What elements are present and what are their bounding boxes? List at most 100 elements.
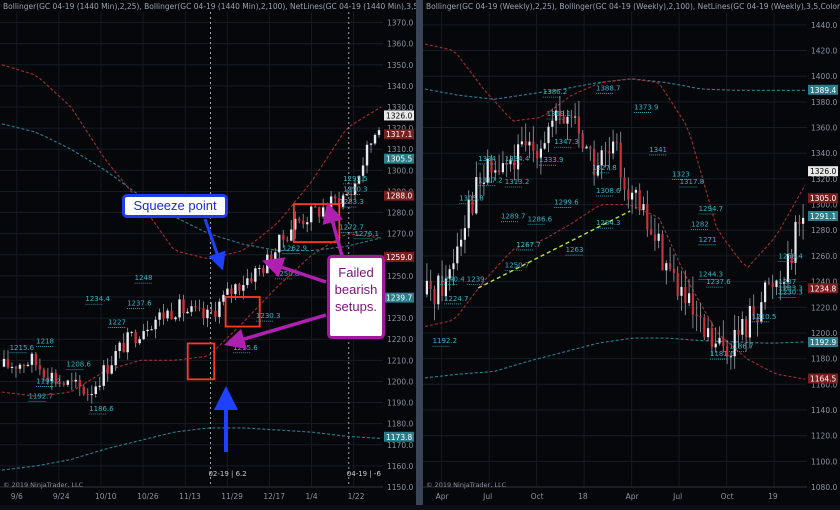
daily-candle bbox=[70, 380, 74, 382]
daily-candle bbox=[58, 382, 62, 384]
daily-candle bbox=[114, 351, 117, 366]
weekly-candle bbox=[707, 328, 710, 338]
weekly-price-tag-bg bbox=[808, 210, 838, 221]
daily-level-label: 1272.7 bbox=[339, 223, 364, 231]
weekly-candle bbox=[688, 293, 691, 304]
daily-x-tick-label: 1/4 bbox=[306, 492, 318, 501]
weekly-candle bbox=[600, 150, 603, 166]
failed-bearish-setups-callout: Failed bearish setups. bbox=[327, 255, 385, 339]
weekly-chart-panel[interactable]: 1440.0 1420.0 1400.0 1380.0 1360.0 1340.0 1320… bbox=[423, 0, 840, 505]
weekly-level-label: 1239 bbox=[467, 276, 485, 284]
daily-level-label: 1237.6 bbox=[127, 299, 152, 307]
weekly-level-label: 1369.1 bbox=[547, 110, 572, 118]
weekly-price-tag: 1389.4 bbox=[810, 86, 836, 95]
weekly-level-label: 1230.3 bbox=[778, 288, 803, 296]
weekly-y-tick-label: 1340.0 bbox=[811, 149, 837, 158]
daily-x-tick-label: 10/10 bbox=[95, 492, 117, 501]
daily-x-tick-label: 11/29 bbox=[221, 492, 243, 501]
daily-candle bbox=[46, 377, 50, 382]
daily-candle bbox=[174, 317, 177, 320]
weekly-candle bbox=[475, 177, 478, 214]
weekly-level-label: 1317.8 bbox=[680, 178, 705, 186]
daily-y-tick-label: 1170.0 bbox=[387, 441, 413, 450]
daily-candle bbox=[234, 284, 237, 295]
weekly-y-tick-label: 1280.0 bbox=[811, 226, 837, 235]
weekly-price-tag-bg bbox=[808, 193, 838, 204]
weekly-bollinger-25-lower bbox=[424, 204, 806, 380]
daily-candle bbox=[54, 372, 58, 383]
weekly-chart[interactable]: 1440.0 1420.0 1400.0 1380.0 1360.0 1340.0 1320… bbox=[423, 0, 840, 505]
daily-candle bbox=[309, 206, 313, 223]
daily-chart[interactable]: 1370.0 1360.0 1350.0 1340.0 1330.0 1320.0 1310… bbox=[0, 0, 416, 505]
daily-time-marker-label: 04-19 | -6 bbox=[347, 470, 382, 478]
weekly-candle bbox=[479, 177, 482, 184]
daily-candle bbox=[202, 307, 205, 319]
weekly-price-tag-bg bbox=[808, 84, 838, 95]
daily-chart-copyright: © 2019 NinjaTrader, LLC bbox=[3, 481, 84, 489]
weekly-candle bbox=[471, 199, 474, 214]
daily-x-tick-label: 12/17 bbox=[263, 492, 285, 501]
daily-y-tick-label: 1280.0 bbox=[387, 209, 413, 218]
daily-candle bbox=[78, 379, 81, 387]
weekly-candle bbox=[764, 282, 767, 303]
daily-price-tag: 1259.0 bbox=[386, 253, 412, 262]
weekly-level-label: 1210.5 bbox=[752, 313, 777, 321]
daily-candle bbox=[186, 311, 189, 314]
daily-candle bbox=[142, 331, 145, 340]
weekly-y-tick-label: 1100.0 bbox=[811, 457, 837, 466]
weekly-candle bbox=[505, 163, 508, 165]
weekly-level-label: 1388.7 bbox=[596, 84, 621, 92]
weekly-price-tag-bg bbox=[808, 283, 838, 294]
daily-candle bbox=[345, 194, 349, 196]
weekly-price-tag: 1192.9 bbox=[810, 338, 836, 347]
weekly-y-tick-label: 1440.0 bbox=[811, 21, 837, 30]
weekly-candle bbox=[562, 116, 565, 124]
daily-candle bbox=[90, 394, 93, 396]
weekly-x-tick-label: Jul bbox=[672, 492, 682, 501]
weekly-candle bbox=[802, 217, 805, 224]
weekly-candle bbox=[726, 346, 729, 357]
weekly-x-tick-label: Apr bbox=[436, 492, 450, 501]
weekly-y-tick-label: 1260.0 bbox=[811, 252, 837, 261]
weekly-level-label: 1334 bbox=[478, 155, 496, 163]
weekly-price-tag: 1326.0 bbox=[810, 167, 836, 176]
weekly-candle bbox=[604, 150, 607, 152]
daily-price-tag-bg bbox=[384, 153, 414, 164]
weekly-candle bbox=[532, 141, 535, 151]
daily-y-tick-label: 1220.0 bbox=[387, 335, 413, 344]
weekly-candle bbox=[437, 275, 440, 305]
daily-candle bbox=[126, 332, 129, 353]
daily-y-tick-label: 1370.0 bbox=[387, 19, 413, 28]
weekly-chart-copyright: © 2019 NinjaTrader, LLC bbox=[426, 481, 507, 489]
daily-level-label: 1218 bbox=[36, 337, 54, 345]
weekly-candle bbox=[593, 148, 596, 176]
daily-candle bbox=[146, 329, 149, 332]
daily-candle bbox=[373, 134, 377, 144]
daily-candle bbox=[130, 331, 133, 333]
weekly-candle bbox=[642, 204, 645, 211]
weekly-level-label: 1289.7 bbox=[501, 213, 526, 221]
daily-candle bbox=[305, 222, 309, 225]
weekly-y-tick-label: 1320.0 bbox=[811, 175, 837, 184]
daily-level-label: 1248 bbox=[135, 274, 153, 282]
daily-price-tag-bg bbox=[384, 190, 414, 201]
daily-chart-panel[interactable]: 1370.0 1360.0 1350.0 1340.0 1330.0 1320.0 1310… bbox=[0, 0, 440, 505]
weekly-level-label: 1282 bbox=[691, 220, 709, 228]
daily-candle bbox=[357, 175, 361, 184]
panel-splitter[interactable] bbox=[416, 0, 423, 505]
weekly-level-label: 1347.3 bbox=[554, 138, 579, 146]
daily-candle bbox=[22, 364, 26, 367]
weekly-candle bbox=[520, 141, 523, 145]
daily-price-tag-bg bbox=[384, 129, 414, 140]
weekly-level-label: 1294.7 bbox=[699, 205, 724, 213]
weekly-level-label: 1186.7 bbox=[729, 342, 754, 350]
weekly-y-tick-label: 1180.0 bbox=[811, 355, 837, 364]
daily-candle bbox=[18, 364, 22, 369]
daily-candle bbox=[361, 165, 365, 176]
daily-y-tick-label: 1270.0 bbox=[387, 230, 413, 239]
daily-level-label: 1199.2 bbox=[36, 378, 61, 386]
weekly-candle bbox=[456, 246, 459, 264]
daily-candle bbox=[162, 312, 165, 319]
weekly-candle bbox=[498, 170, 501, 173]
weekly-candle bbox=[779, 280, 782, 285]
